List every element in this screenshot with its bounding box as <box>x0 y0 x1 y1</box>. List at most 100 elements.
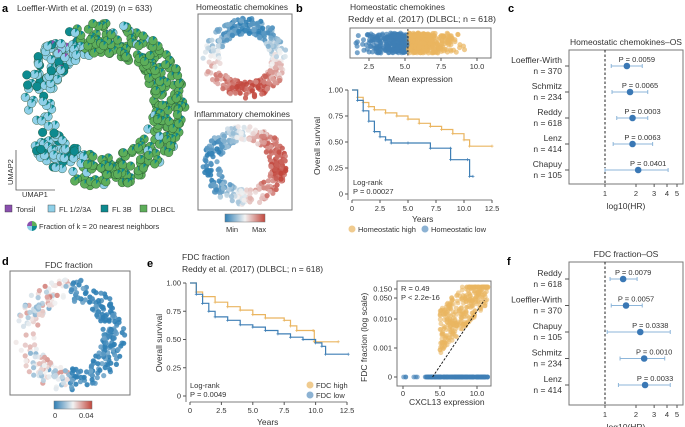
map-point <box>224 192 230 198</box>
map-point <box>23 363 29 369</box>
forest-x-tick-label: 2 <box>634 410 638 419</box>
map-point <box>97 367 103 373</box>
map-point <box>229 198 235 204</box>
inflammatory-box <box>197 119 293 211</box>
map-point <box>227 182 233 188</box>
strip-point <box>430 30 436 36</box>
scatter-point-high <box>474 294 479 299</box>
map-point <box>238 18 244 24</box>
umap-point-wedge <box>111 30 115 35</box>
strip-point <box>447 33 453 39</box>
map-point <box>107 366 113 373</box>
scatter-x-tick-label: 5.0 <box>435 389 445 398</box>
umap-point-wedge <box>143 163 147 168</box>
km-censor-mark <box>238 323 242 327</box>
strip-x-tick-label: 5.0 <box>400 62 410 71</box>
map-point <box>272 166 278 172</box>
map-point <box>215 167 221 173</box>
umap-point <box>99 41 109 51</box>
map-point <box>246 30 252 36</box>
scatter-y-tick-label: 0.050 <box>373 294 392 303</box>
strip-point <box>353 40 359 46</box>
umap-point-wedge <box>144 57 148 62</box>
map-point <box>214 77 220 83</box>
strip-point <box>370 49 375 55</box>
scatter-point-high <box>455 300 461 306</box>
scatter-point-low <box>411 374 417 380</box>
umap-point-wedge <box>168 148 172 153</box>
map-point <box>62 368 68 374</box>
scatter-ylabel: FDC fraction (log scale) <box>359 293 369 382</box>
map-point <box>52 300 58 306</box>
km-censor-mark <box>384 138 388 142</box>
legend-fl3b: FL 3B <box>112 205 132 214</box>
map-point <box>100 326 106 332</box>
umap-point-wedge <box>75 28 79 33</box>
fdc-map-points <box>13 277 128 393</box>
strip-point <box>436 46 442 52</box>
umap-point-wedge <box>113 45 117 51</box>
umap-point <box>27 98 37 108</box>
map-point <box>94 375 100 381</box>
map-point <box>261 179 267 185</box>
umap-point-wedge <box>60 65 64 71</box>
map-point <box>261 79 267 85</box>
map-point <box>282 53 288 60</box>
panel-label-b: b <box>296 3 303 15</box>
map-point <box>272 135 278 141</box>
map-point <box>37 370 44 376</box>
map-point <box>117 353 123 359</box>
km-x-tick-label: 5.0 <box>248 406 258 415</box>
strip-points <box>353 29 467 57</box>
forest-p-value: P = 0.0338 <box>632 321 668 330</box>
map-point <box>100 304 106 310</box>
scatter-point-high <box>438 340 443 346</box>
map-point <box>264 86 270 92</box>
map-point <box>247 195 253 201</box>
umap-point-wedge <box>167 106 171 111</box>
forest-xlabel: log10(HR) <box>607 422 646 427</box>
map-point <box>265 178 271 184</box>
map-point <box>89 296 95 302</box>
umap-point-wedge <box>80 30 84 36</box>
km-censor-mark <box>361 109 365 113</box>
umap-point-wedge <box>123 148 127 153</box>
km-censor-mark <box>288 324 292 328</box>
strip-point <box>366 40 372 46</box>
umap-point-wedge <box>81 159 85 164</box>
umap-point-wedge <box>144 134 148 140</box>
forest-study-n: n = 414 <box>533 144 562 154</box>
umap-point-wedge <box>103 41 107 46</box>
umap-point-wedge <box>117 35 121 40</box>
map-point <box>53 372 59 378</box>
strip-point <box>371 37 377 43</box>
km-censor-mark <box>207 309 211 313</box>
umap-point-wedge <box>35 141 39 146</box>
map-point <box>210 48 216 54</box>
umap-point-wedge <box>166 135 170 140</box>
map-point <box>255 83 261 89</box>
umap-point-wedge <box>181 101 185 106</box>
map-point <box>214 159 220 165</box>
scatter-point-low <box>466 374 472 380</box>
km-x-tick-label: 2.5 <box>375 204 385 213</box>
scatter-point-low <box>460 374 465 380</box>
forest-p-value: P = 0.0401 <box>630 159 666 168</box>
scatter-point-high <box>437 317 443 322</box>
umap-point-wedge <box>160 109 164 114</box>
strip-point <box>455 32 461 38</box>
map-point <box>69 370 75 376</box>
umap-axes <box>15 150 55 191</box>
map-point <box>272 65 278 71</box>
forest-study-n: n = 234 <box>533 359 562 369</box>
map-point <box>213 187 219 193</box>
map-point <box>225 74 231 80</box>
scatter-point-high <box>450 309 456 315</box>
forest-study-n: n = 105 <box>533 170 562 180</box>
strip-point <box>391 33 397 39</box>
scatter-point-high <box>449 295 454 301</box>
map-point <box>75 369 82 375</box>
km-censor-mark <box>440 128 444 132</box>
map-point <box>277 77 283 84</box>
km-x-tick-label: 2.5 <box>216 406 226 415</box>
